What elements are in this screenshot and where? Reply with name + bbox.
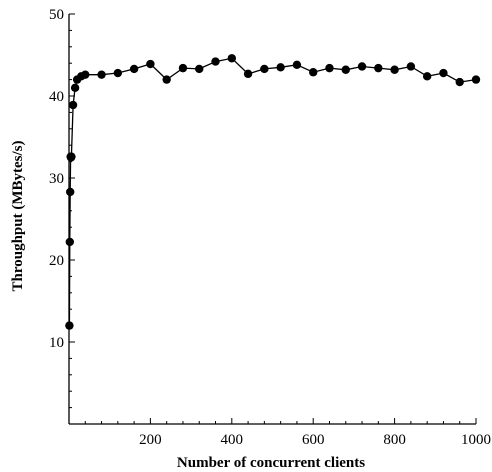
data-point: [211, 57, 220, 66]
data-point: [81, 70, 90, 79]
y-tick-label: 10: [49, 335, 64, 351]
y-tick-label: 50: [49, 7, 64, 23]
data-point: [65, 237, 75, 247]
data-point: [471, 75, 481, 84]
data-point: [97, 70, 106, 79]
data-point: [113, 68, 123, 78]
data-point: [129, 64, 139, 74]
data-point: [374, 63, 383, 73]
data-point: [390, 65, 399, 74]
data-point: [66, 187, 75, 197]
data-point: [455, 77, 464, 87]
x-axis-label: Number of concurrent clients: [177, 455, 365, 471]
data-point: [341, 65, 350, 74]
data-point: [146, 59, 155, 69]
x-tick-label: 1000: [461, 432, 491, 448]
x-tick-label: 200: [139, 432, 162, 448]
data-point: [67, 152, 76, 161]
data-point: [309, 68, 318, 77]
data-point: [68, 100, 78, 110]
x-tick-label: 400: [221, 432, 244, 448]
x-tick-label: 800: [383, 432, 406, 448]
y-tick-label: 40: [49, 89, 64, 105]
data-point: [439, 68, 448, 78]
series-line: [68, 57, 477, 326]
data-point: [325, 63, 334, 73]
data-point: [227, 54, 236, 63]
data-point: [406, 62, 416, 71]
data-point: [357, 62, 367, 71]
chart-series: [65, 54, 481, 330]
y-axis-label: Throughput (MBytes/s): [10, 140, 26, 291]
x-tick-label: 600: [302, 432, 325, 448]
data-point: [178, 63, 188, 73]
data-point: [276, 63, 285, 72]
data-point: [70, 83, 80, 93]
data-point: [422, 72, 432, 81]
chart-axes: [68, 14, 476, 425]
data-point: [65, 321, 74, 330]
data-point: [195, 64, 204, 74]
y-tick-label: 30: [49, 171, 64, 187]
data-point: [162, 75, 171, 84]
data-point: [260, 64, 269, 74]
data-point: [292, 60, 302, 70]
y-tick-label: 20: [49, 253, 64, 269]
data-point: [243, 69, 253, 79]
